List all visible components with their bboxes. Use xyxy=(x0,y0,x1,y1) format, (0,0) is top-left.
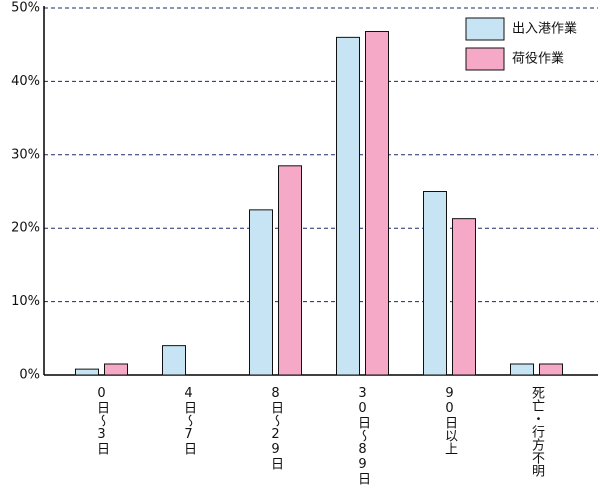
y-tick-label: 50% xyxy=(11,1,40,16)
bar xyxy=(336,36,360,376)
bar xyxy=(423,191,447,376)
legend-label: 荷役作業 xyxy=(512,51,564,67)
legend-label: 出入港作業 xyxy=(512,21,577,37)
bar xyxy=(510,363,534,376)
bar xyxy=(162,345,186,376)
bar xyxy=(104,363,128,376)
y-tick-label: 20% xyxy=(11,221,40,236)
legend-swatch xyxy=(465,17,505,41)
x-tick-label: 90日以上 xyxy=(442,386,458,455)
bar xyxy=(452,218,476,376)
x-tick-label: 8日～29日 xyxy=(268,386,283,470)
bar xyxy=(75,368,99,376)
y-tick-label: 10% xyxy=(11,294,40,309)
bar xyxy=(539,363,563,376)
legend-swatch xyxy=(465,47,505,71)
bar xyxy=(365,30,389,376)
x-tick-label: 死亡・行方不明 xyxy=(529,386,545,478)
bar xyxy=(249,209,273,376)
x-tick-label: 0日～3日 xyxy=(94,386,109,455)
y-tick-label: 30% xyxy=(11,147,40,162)
x-tick-label: 30日～89日 xyxy=(355,386,370,485)
y-tick-label: 40% xyxy=(11,74,40,89)
x-tick-label: 4日～7日 xyxy=(181,386,196,455)
y-tick-label: 0% xyxy=(19,368,40,383)
bar xyxy=(278,165,302,376)
